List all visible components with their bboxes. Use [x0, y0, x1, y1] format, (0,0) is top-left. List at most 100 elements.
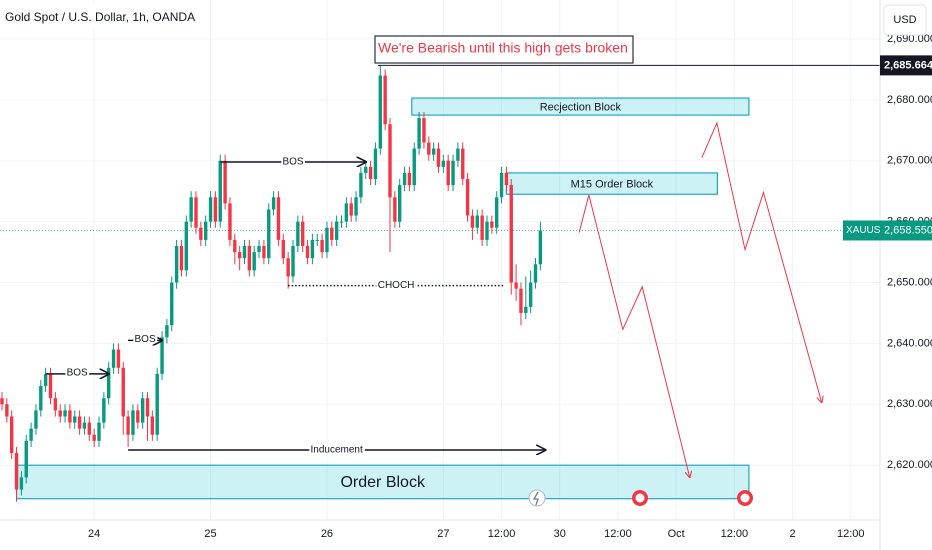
candle-body: [204, 221, 208, 240]
candle-body: [286, 258, 290, 277]
y-tick-label: 2,650.000: [887, 276, 932, 288]
candle-body: [29, 428, 33, 441]
y-tick-label: 2,670.000: [887, 155, 932, 167]
candle-body: [233, 239, 237, 253]
price-tag: [880, 220, 932, 241]
annotation-label: Inducement: [311, 445, 363, 456]
candle-body: [267, 209, 271, 259]
candle-body: [339, 221, 344, 223]
candle-body: [165, 325, 169, 338]
candle-body: [242, 245, 247, 259]
candle-body: [34, 410, 38, 429]
candle-body: [170, 282, 174, 326]
candle-body: [325, 227, 329, 253]
candle-body: [43, 373, 48, 387]
candle-body: [184, 221, 188, 271]
candle-body: [39, 386, 43, 411]
projection-path: [578, 194, 690, 478]
candle-body: [310, 239, 315, 259]
title-bg: [0, 4, 160, 28]
candle-body: [383, 75, 387, 125]
candle-body: [73, 416, 77, 423]
axes: 2,620.0002,630.0002,640.0002,650.0002,66…: [88, 33, 932, 540]
candle-body: [368, 166, 373, 180]
x-tick-label: 24: [88, 528, 100, 540]
candle-body: [344, 203, 349, 222]
candle-body: [126, 416, 130, 435]
candle-body: [301, 221, 305, 246]
candle-body: [407, 172, 412, 186]
candle-body: [359, 172, 363, 198]
x-tick-label: Oct: [668, 528, 685, 540]
candle-body: [402, 172, 407, 186]
y-tick-label: 2,620.000: [887, 459, 932, 471]
x-tick-label: 25: [204, 528, 216, 540]
zone: [15, 464, 750, 500]
currency-button[interactable]: [883, 4, 927, 36]
candle-body: [145, 398, 150, 417]
candle-body: [116, 349, 121, 368]
candle-body: [305, 245, 310, 259]
candle-body: [102, 398, 106, 423]
candle-body: [199, 227, 203, 240]
currency[interactable]: USD: [893, 14, 916, 26]
candle-body: [136, 410, 140, 423]
candle-body: [58, 410, 62, 417]
y-tick-label: 2,630.000: [887, 398, 932, 410]
event-icon: [635, 493, 645, 503]
candle-body: [519, 288, 523, 313]
candle-body: [373, 148, 378, 180]
candle-body: [63, 410, 67, 417]
price-tag-label: 2,658.550: [884, 224, 932, 236]
candle-body: [480, 215, 484, 240]
candle-body: [485, 221, 489, 240]
candle-body: [14, 453, 19, 490]
candle-body: [422, 118, 426, 143]
candle-body: [252, 252, 256, 271]
event-icon: [740, 493, 750, 503]
annotation-label: CHOCH: [378, 280, 415, 291]
candle-body: [48, 373, 53, 399]
zone: [411, 97, 750, 116]
candle-body: [431, 148, 436, 155]
candle-body: [349, 203, 353, 216]
y-tick-label: 2,690.000: [887, 33, 932, 45]
y-tick-label: 2,680.000: [887, 94, 932, 106]
candle-body: [330, 227, 334, 240]
x-tick-label: 12:00: [721, 528, 749, 540]
candle-body: [388, 124, 392, 198]
candle-body: [451, 160, 455, 186]
candle-body: [441, 160, 446, 167]
candle-body: [538, 230, 543, 265]
candle-body: [68, 410, 72, 423]
candle-body: [509, 185, 513, 283]
zone-label: Order Block: [340, 474, 425, 491]
candle-body: [179, 245, 184, 271]
candle-body: [213, 197, 218, 222]
candle-body: [257, 245, 261, 253]
x-tick-label: 26: [321, 528, 333, 540]
candle-body: [194, 197, 198, 228]
x-tick-label: 27: [437, 528, 449, 540]
candle-body: [160, 337, 164, 374]
candle-body: [0, 398, 4, 405]
candle-body: [223, 160, 227, 204]
candle-body: [461, 148, 465, 180]
candle-body: [150, 416, 155, 435]
candle-body: [247, 245, 252, 271]
candle-body: [5, 404, 9, 417]
zone-label: Recjection Block: [540, 101, 622, 113]
candle-body: [398, 185, 402, 222]
event-icon[interactable]: [528, 489, 546, 507]
candle-body: [470, 215, 475, 228]
candle-body: [87, 422, 91, 435]
candle-body: [208, 197, 213, 222]
candle-body: [412, 148, 416, 186]
event-icons: [528, 489, 753, 507]
candle-body: [218, 160, 222, 222]
event-icon: [532, 491, 539, 506]
candle-body: [92, 434, 96, 441]
note-box: [374, 35, 634, 64]
candle-body: [155, 373, 159, 435]
candle-body: [354, 197, 358, 216]
